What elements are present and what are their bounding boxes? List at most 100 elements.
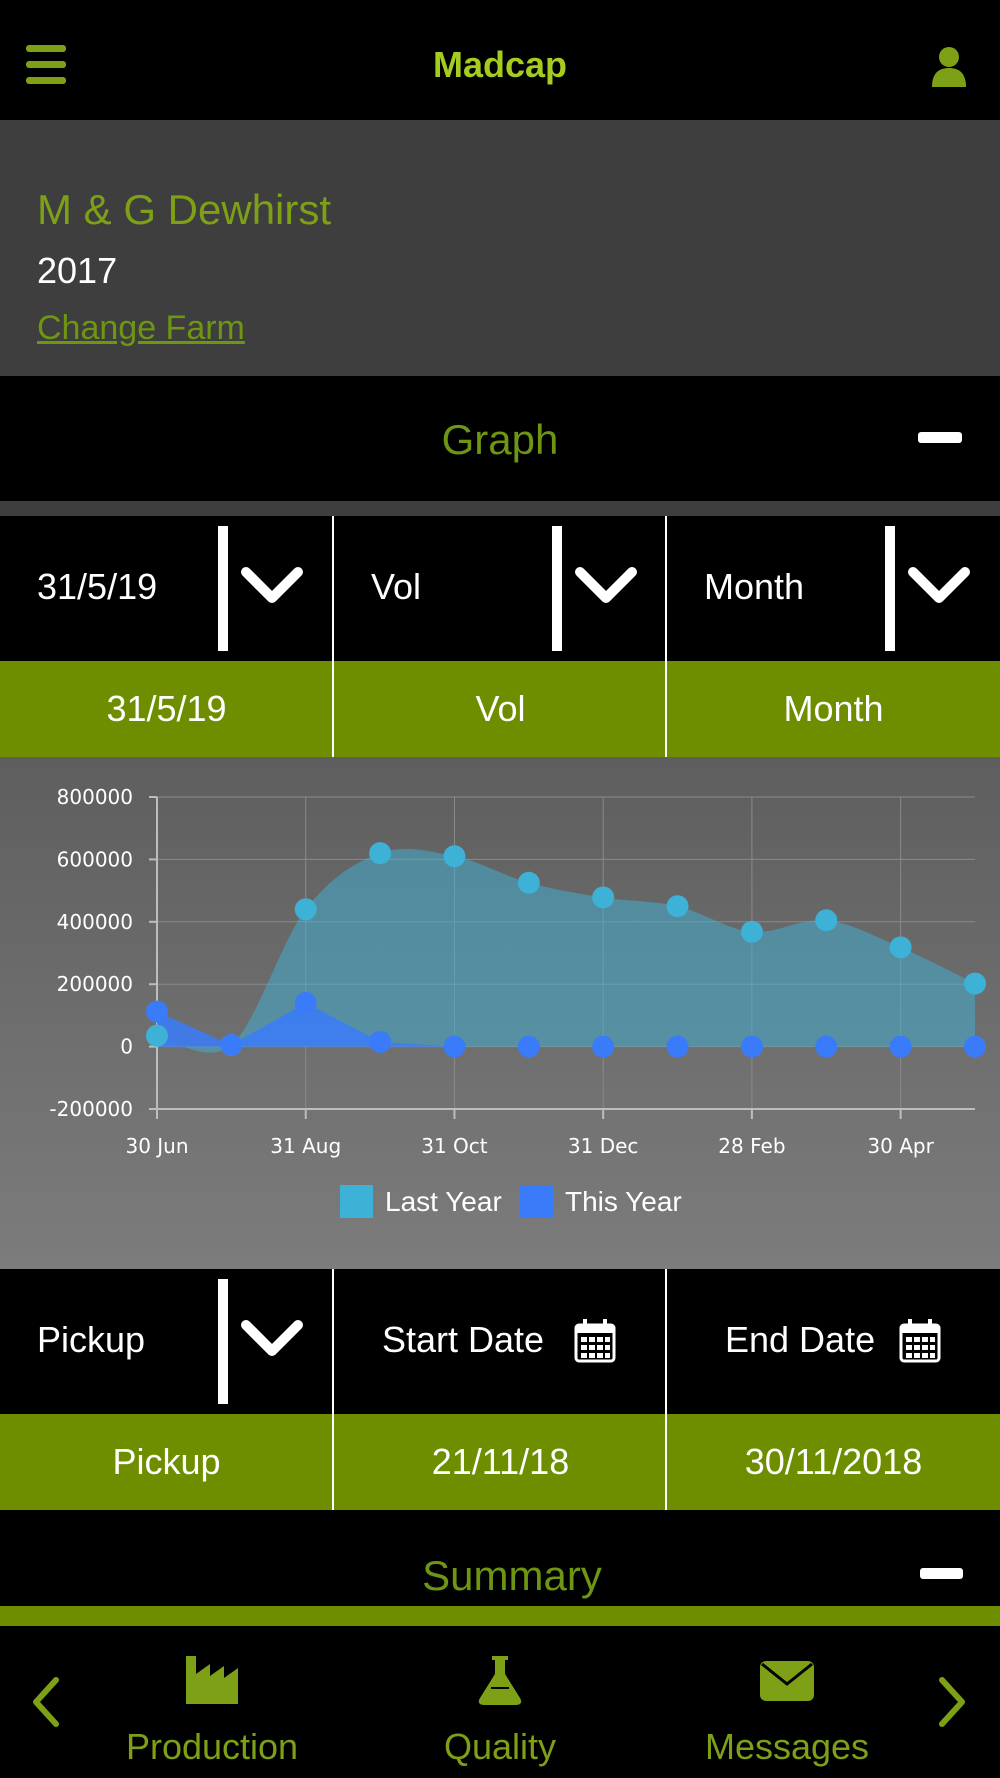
end-date-label: End Date (725, 1319, 876, 1360)
farm-year: 2017 (37, 250, 118, 291)
x-tick-label: 30 Apr (867, 1134, 934, 1158)
point-last-year (815, 909, 838, 932)
nav-production[interactable]: Production (112, 1626, 312, 1778)
metric-selector-label: Vol (371, 566, 422, 607)
metric-selector[interactable]: Vol (334, 516, 667, 661)
point-last-year (666, 895, 689, 918)
selector-separator (218, 1279, 228, 1404)
point-last-year (294, 898, 317, 921)
farm-name: M & G Dewhirst (37, 186, 332, 233)
series-area-last-year (157, 848, 975, 1053)
point-last-year (369, 842, 392, 865)
point-last-year (964, 972, 986, 995)
user-icon[interactable] (930, 46, 968, 88)
selector-separator (218, 526, 228, 651)
top-bar (0, 0, 1000, 120)
legend-label-this-year: This Year (565, 1186, 682, 1217)
y-tick-label: 800000 (57, 785, 133, 809)
x-tick-label: 31 Aug (270, 1134, 341, 1158)
point-last-year (443, 845, 466, 868)
change-farm-link[interactable]: Change Farm (37, 309, 245, 347)
x-tick-label: 31 Oct (421, 1134, 488, 1158)
selector-separator (552, 526, 562, 651)
x-tick-label: 31 Dec (568, 1134, 639, 1158)
start-date-picker[interactable]: Start Date (334, 1269, 667, 1414)
selected-metric-value: Vol (475, 688, 526, 729)
y-tick-label: 600000 (57, 847, 133, 871)
start-date-label: Start Date (382, 1319, 545, 1360)
summary-content-edge (0, 1606, 1000, 1626)
flask-icon (478, 1656, 522, 1705)
nav-messages-label: Messages (704, 1726, 870, 1767)
y-tick-label: 200000 (57, 972, 133, 996)
column-divider (665, 661, 667, 757)
point-last-year (889, 936, 912, 959)
chevron-left-icon[interactable] (30, 1676, 62, 1728)
y-tick-label: 0 (120, 1035, 133, 1059)
section-divider (0, 501, 1000, 516)
point-this-year (369, 1030, 392, 1053)
nav-messages[interactable]: Messages (687, 1626, 887, 1778)
envelope-icon (760, 1661, 814, 1701)
factory-icon (186, 1656, 238, 1704)
y-tick-label: 400000 (57, 910, 133, 934)
point-this-year (220, 1034, 243, 1057)
selected-pickup-value: Pickup (112, 1441, 221, 1482)
chevron-down-icon (908, 567, 970, 603)
point-this-year (666, 1035, 689, 1058)
y-tick-label: -200000 (49, 1097, 133, 1121)
date-selector[interactable]: 31/5/19 (0, 516, 333, 661)
selected-date-value: 31/5/19 (106, 688, 227, 729)
summary-section-header[interactable]: Summary (0, 1510, 1000, 1606)
period-selector-label: Month (704, 566, 805, 607)
calendar-icon (899, 1319, 941, 1363)
filter-selectors: Pickup Start Date End Date (0, 1269, 1000, 1414)
volume-chart: 800000 600000 400000 200000 0 -200000 30 Jun 31… (49, 785, 986, 1218)
collapse-summary-icon[interactable] (920, 1568, 963, 1579)
point-last-year (592, 886, 615, 909)
selected-period-value: Month (783, 688, 884, 729)
start-date-value: 21/11/18 (431, 1441, 570, 1482)
collapse-graph-icon[interactable] (918, 432, 962, 443)
chart-panel: 800000 600000 400000 200000 0 -200000 30 Jun 31… (0, 757, 1000, 1269)
column-divider (332, 516, 334, 661)
column-divider (332, 1269, 334, 1414)
farm-panel (0, 120, 1000, 376)
series-area-this-year (157, 1002, 975, 1047)
point-this-year (294, 991, 317, 1014)
point-this-year (964, 1035, 986, 1058)
column-divider (665, 516, 667, 661)
point-last-year (517, 871, 540, 894)
pickup-selector-label: Pickup (37, 1319, 146, 1360)
summary-section-title: Summary (422, 1552, 602, 1599)
point-this-year (815, 1035, 838, 1058)
column-divider (665, 1414, 667, 1510)
calendar-icon (574, 1319, 616, 1363)
nav-quality-label: Quality (443, 1726, 557, 1767)
end-date-picker[interactable]: End Date (667, 1269, 1000, 1414)
point-this-year (592, 1035, 615, 1058)
chevron-right-icon[interactable] (936, 1676, 968, 1728)
filter-values: Pickup 21/11/18 30/11/2018 (0, 1414, 1000, 1510)
point-this-year (740, 1035, 763, 1058)
point-last-year (740, 920, 763, 943)
point-last-year (146, 1024, 168, 1047)
period-selector[interactable]: Month (667, 516, 1000, 661)
date-selector-label: 31/5/19 (37, 566, 158, 607)
chevron-down-icon (575, 567, 637, 603)
menu-icon[interactable] (26, 45, 70, 85)
bottom-nav: Production Quality Messages (0, 1626, 1000, 1778)
pickup-selector[interactable]: Pickup (0, 1269, 333, 1414)
legend-label-last-year: Last Year (385, 1186, 502, 1217)
graph-selectors: 31/5/19 Vol Month (0, 516, 1000, 661)
app-title: Madcap (432, 44, 568, 85)
legend-swatch-this-year (520, 1185, 553, 1218)
chevron-down-icon (241, 1320, 303, 1356)
nav-production-label: Production (125, 1726, 299, 1767)
x-tick-label: 30 Jun (125, 1134, 188, 1158)
end-date-value: 30/11/2018 (744, 1441, 923, 1482)
column-divider (332, 661, 334, 757)
graph-section-header[interactable]: Graph (0, 376, 1000, 501)
nav-quality[interactable]: Quality (400, 1626, 600, 1778)
x-tick-label: 28 Feb (718, 1134, 785, 1158)
